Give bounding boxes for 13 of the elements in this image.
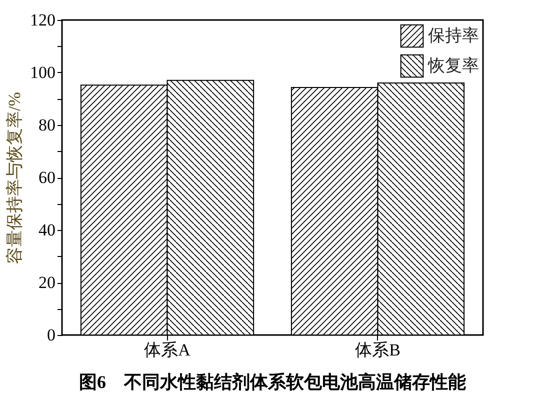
y-tick-label: 100 <box>30 63 56 82</box>
y-tick-label: 0 <box>47 326 56 344</box>
y-tick-label: 60 <box>38 168 56 187</box>
y-tick-label: 120 <box>30 10 56 30</box>
y-tick-label: 20 <box>38 273 56 292</box>
x-tick-label: 体系A <box>144 340 192 360</box>
y-tick-label: 40 <box>38 220 56 240</box>
legend-label: 恢复率 <box>427 56 479 75</box>
text: 图6 不同水性黏结剂体系软包电池高温储存性能 <box>79 372 466 392</box>
legend-label: 保持率 <box>428 26 479 45</box>
x-tick-label: 体系B <box>355 340 400 360</box>
y-tick-label: 80 <box>38 116 56 134</box>
y-axis-title: 容量保持率与恢复率/% <box>5 92 24 264</box>
